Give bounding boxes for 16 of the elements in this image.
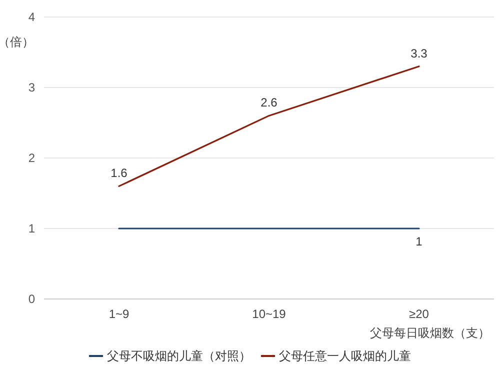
data-label: 1.6: [110, 166, 128, 180]
y-tick-label: 4: [28, 10, 36, 24]
x-tick-label: ≥20: [409, 307, 430, 321]
data-label: 3.3: [410, 46, 428, 60]
data-label: 2.6: [260, 96, 278, 110]
x-tick-label: 10~19: [252, 307, 286, 321]
x-axis-title: 父母每日吸烟数（支）: [370, 326, 490, 340]
x-tick-label: 1~9: [108, 307, 130, 321]
y-tick-label: 2: [28, 151, 36, 165]
legend-label: 父母任意一人吸烟的儿童: [279, 349, 411, 363]
y-tick-label: 0: [28, 292, 36, 306]
data-label: 1: [416, 234, 423, 248]
y-tick-label: 3: [28, 80, 36, 94]
y-tick-label: 1: [28, 222, 36, 236]
legend-label: 父母不吸烟的儿童（对照）: [107, 349, 251, 363]
y-axis-title: （倍）: [0, 35, 34, 49]
